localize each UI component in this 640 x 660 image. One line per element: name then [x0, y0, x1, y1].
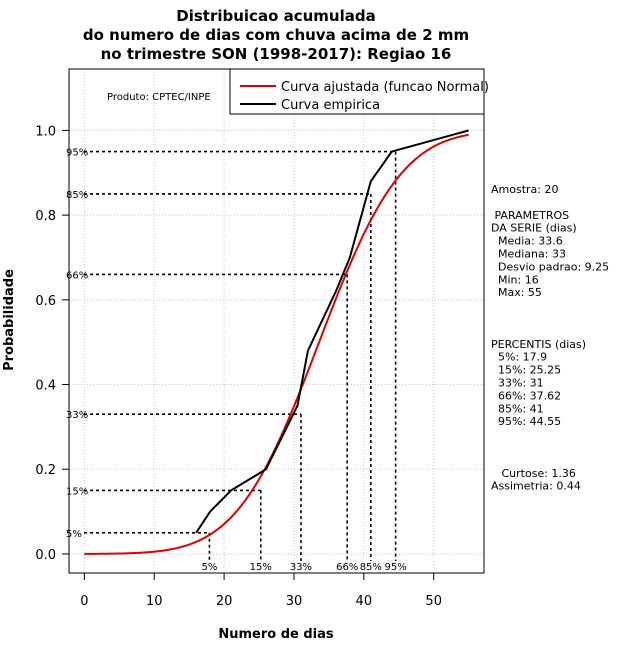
percentile-label-y: 85% — [66, 190, 88, 201]
percentile-label-y: 5% — [66, 529, 82, 540]
x-tick-label: 50 — [425, 594, 442, 609]
percentile-label-x: 66% — [336, 562, 358, 573]
statistics-line: Amostra: 20 — [491, 183, 558, 196]
legend-label: Curva ajustada (funcao Normal) — [281, 80, 489, 95]
x-tick-label: 20 — [216, 594, 233, 609]
y-tick-label: 0.8 — [35, 209, 56, 224]
y-axis-title: Probabilidade — [2, 269, 17, 371]
x-tick-label: 10 — [146, 594, 163, 609]
percentile-label-x: 5% — [201, 562, 217, 573]
statistics-line: 66%: 37.62 — [491, 389, 561, 402]
legend-label: Curva empirica — [281, 98, 380, 113]
y-tick-label: 0.2 — [35, 463, 56, 478]
statistics-line: Curtose: 1.36 — [491, 467, 576, 480]
percentile-label-x: 85% — [360, 562, 382, 573]
percentile-label-x: 95% — [385, 562, 407, 573]
statistics-line: 85%: 41 — [491, 402, 544, 415]
x-tick-label: 0 — [80, 594, 88, 609]
percentile-label-y: 15% — [66, 486, 88, 497]
percentile-label-x: 15% — [250, 562, 272, 573]
grid — [69, 69, 484, 573]
series-lines — [84, 129, 469, 555]
chart-title-line: Distribuicao acumulada — [176, 7, 375, 25]
statistics-line: 5%: 17.9 — [491, 351, 547, 364]
statistics-line: Media: 33.6 — [491, 235, 563, 248]
percentile-label-y: 66% — [66, 270, 88, 281]
statistics-line: Min: 16 — [491, 273, 539, 286]
statistics-line: 33%: 31 — [491, 377, 544, 390]
fitted-normal-curve — [84, 133, 469, 555]
plot-border — [68, 68, 485, 574]
statistics-line: 95%: 44.55 — [491, 415, 561, 428]
statistics-line: DA SERIE (dias) — [491, 222, 577, 235]
chart-title-line: no trimestre SON (1998-2017): Regiao 16 — [101, 45, 452, 63]
annotations: 5%5%15%15%33%33%66%66%85%85%95%95% — [66, 148, 407, 573]
x-axis-title: Numero de dias — [218, 627, 334, 642]
percentile-label-y: 95% — [66, 148, 88, 159]
x-tick-label: 40 — [356, 594, 373, 609]
legend-box — [229, 68, 485, 115]
legend: Curva ajustada (funcao Normal) Curva empi… — [229, 68, 489, 115]
y-tick-label: 0.6 — [35, 294, 56, 309]
statistics-line: PERCENTIS (dias) — [491, 338, 586, 351]
statistics-line: 15%: 25.25 — [491, 364, 561, 377]
y-tick-label: 0.4 — [35, 379, 56, 394]
x-tick-label: 30 — [286, 594, 303, 609]
plot-frame — [68, 68, 485, 574]
axis-ticks: 0 10 20 30 40 50 0.0 0.2 0.4 0.6 0.8 1.0 — [35, 124, 442, 609]
statistics-line: Assimetria: 0.44 — [491, 480, 581, 493]
producer-label: Produto: CPTEC/INPE — [107, 92, 211, 103]
percentile-label-x: 33% — [290, 562, 312, 573]
y-tick-label: 0.0 — [35, 548, 56, 563]
statistics-line: Desvio padrao: 9.25 — [491, 260, 609, 273]
statistics-line: Mediana: 33 — [491, 248, 566, 261]
statistics-line: Max: 55 — [491, 286, 542, 299]
y-tick-label: 1.0 — [35, 124, 56, 139]
percentile-label-y: 33% — [66, 410, 88, 421]
empirical-curve — [195, 129, 469, 534]
statistics-line: PARAMETROS — [491, 209, 569, 222]
chart-title-line: do numero de dias com chuva acima de 2 m… — [83, 26, 469, 44]
percentile-guides — [84, 150, 397, 561]
